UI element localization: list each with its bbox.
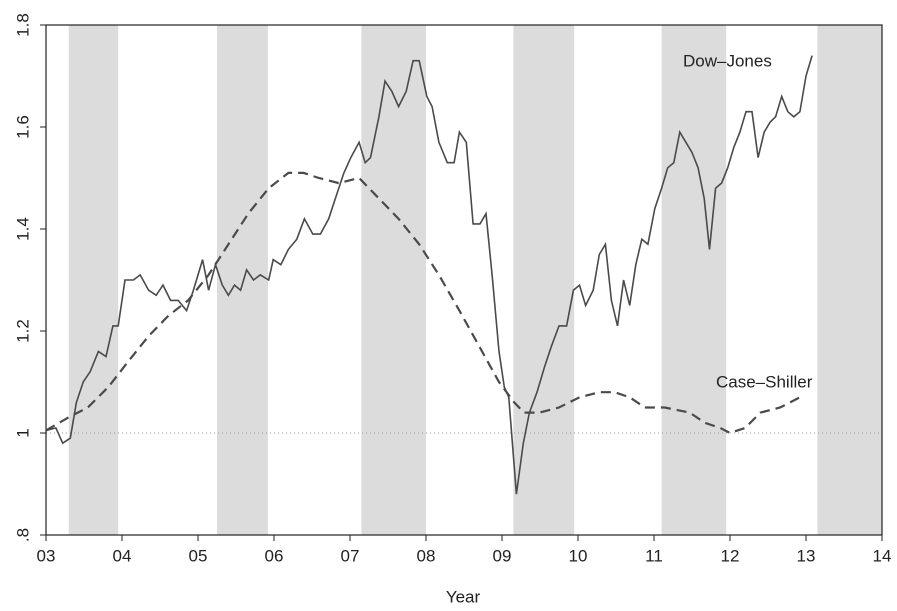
x-tick-label: 08 — [417, 546, 436, 565]
x-tick-label: 05 — [189, 546, 208, 565]
shaded-band — [513, 25, 575, 535]
series-line — [45, 171, 801, 435]
x-tick-label: 13 — [797, 546, 816, 565]
x-tick-label: 11 — [645, 546, 663, 565]
x-tick-label: 10 — [569, 546, 588, 565]
x-axis-label: Year — [446, 587, 481, 606]
y-tick-label: 1.4 — [13, 217, 32, 241]
y-tick-label: 1.2 — [13, 319, 32, 343]
y-tick-label: 1 — [13, 428, 32, 437]
x-tick-label: 07 — [341, 546, 360, 565]
x-tick-label: 04 — [113, 546, 132, 565]
y-tick-label: .8 — [13, 528, 32, 542]
shaded-band — [68, 25, 119, 535]
shaded-band — [361, 25, 426, 535]
x-tick-label: 03 — [37, 546, 56, 565]
y-tick-label: 1.6 — [13, 115, 32, 139]
x-tick-label: 12 — [721, 546, 740, 565]
x-tick-label: 14 — [873, 546, 892, 565]
series-label: Case–Shiller — [716, 372, 813, 391]
x-tick-label: 06 — [265, 546, 284, 565]
shaded-band — [661, 25, 727, 535]
series-label: Dow–Jones — [683, 51, 772, 70]
x-tick-label: 09 — [493, 546, 512, 565]
plot-frame — [45, 24, 883, 536]
series-line — [45, 55, 813, 495]
shaded-band — [817, 25, 882, 535]
shaded-band — [217, 25, 268, 535]
y-tick-label: 1.8 — [13, 13, 32, 37]
